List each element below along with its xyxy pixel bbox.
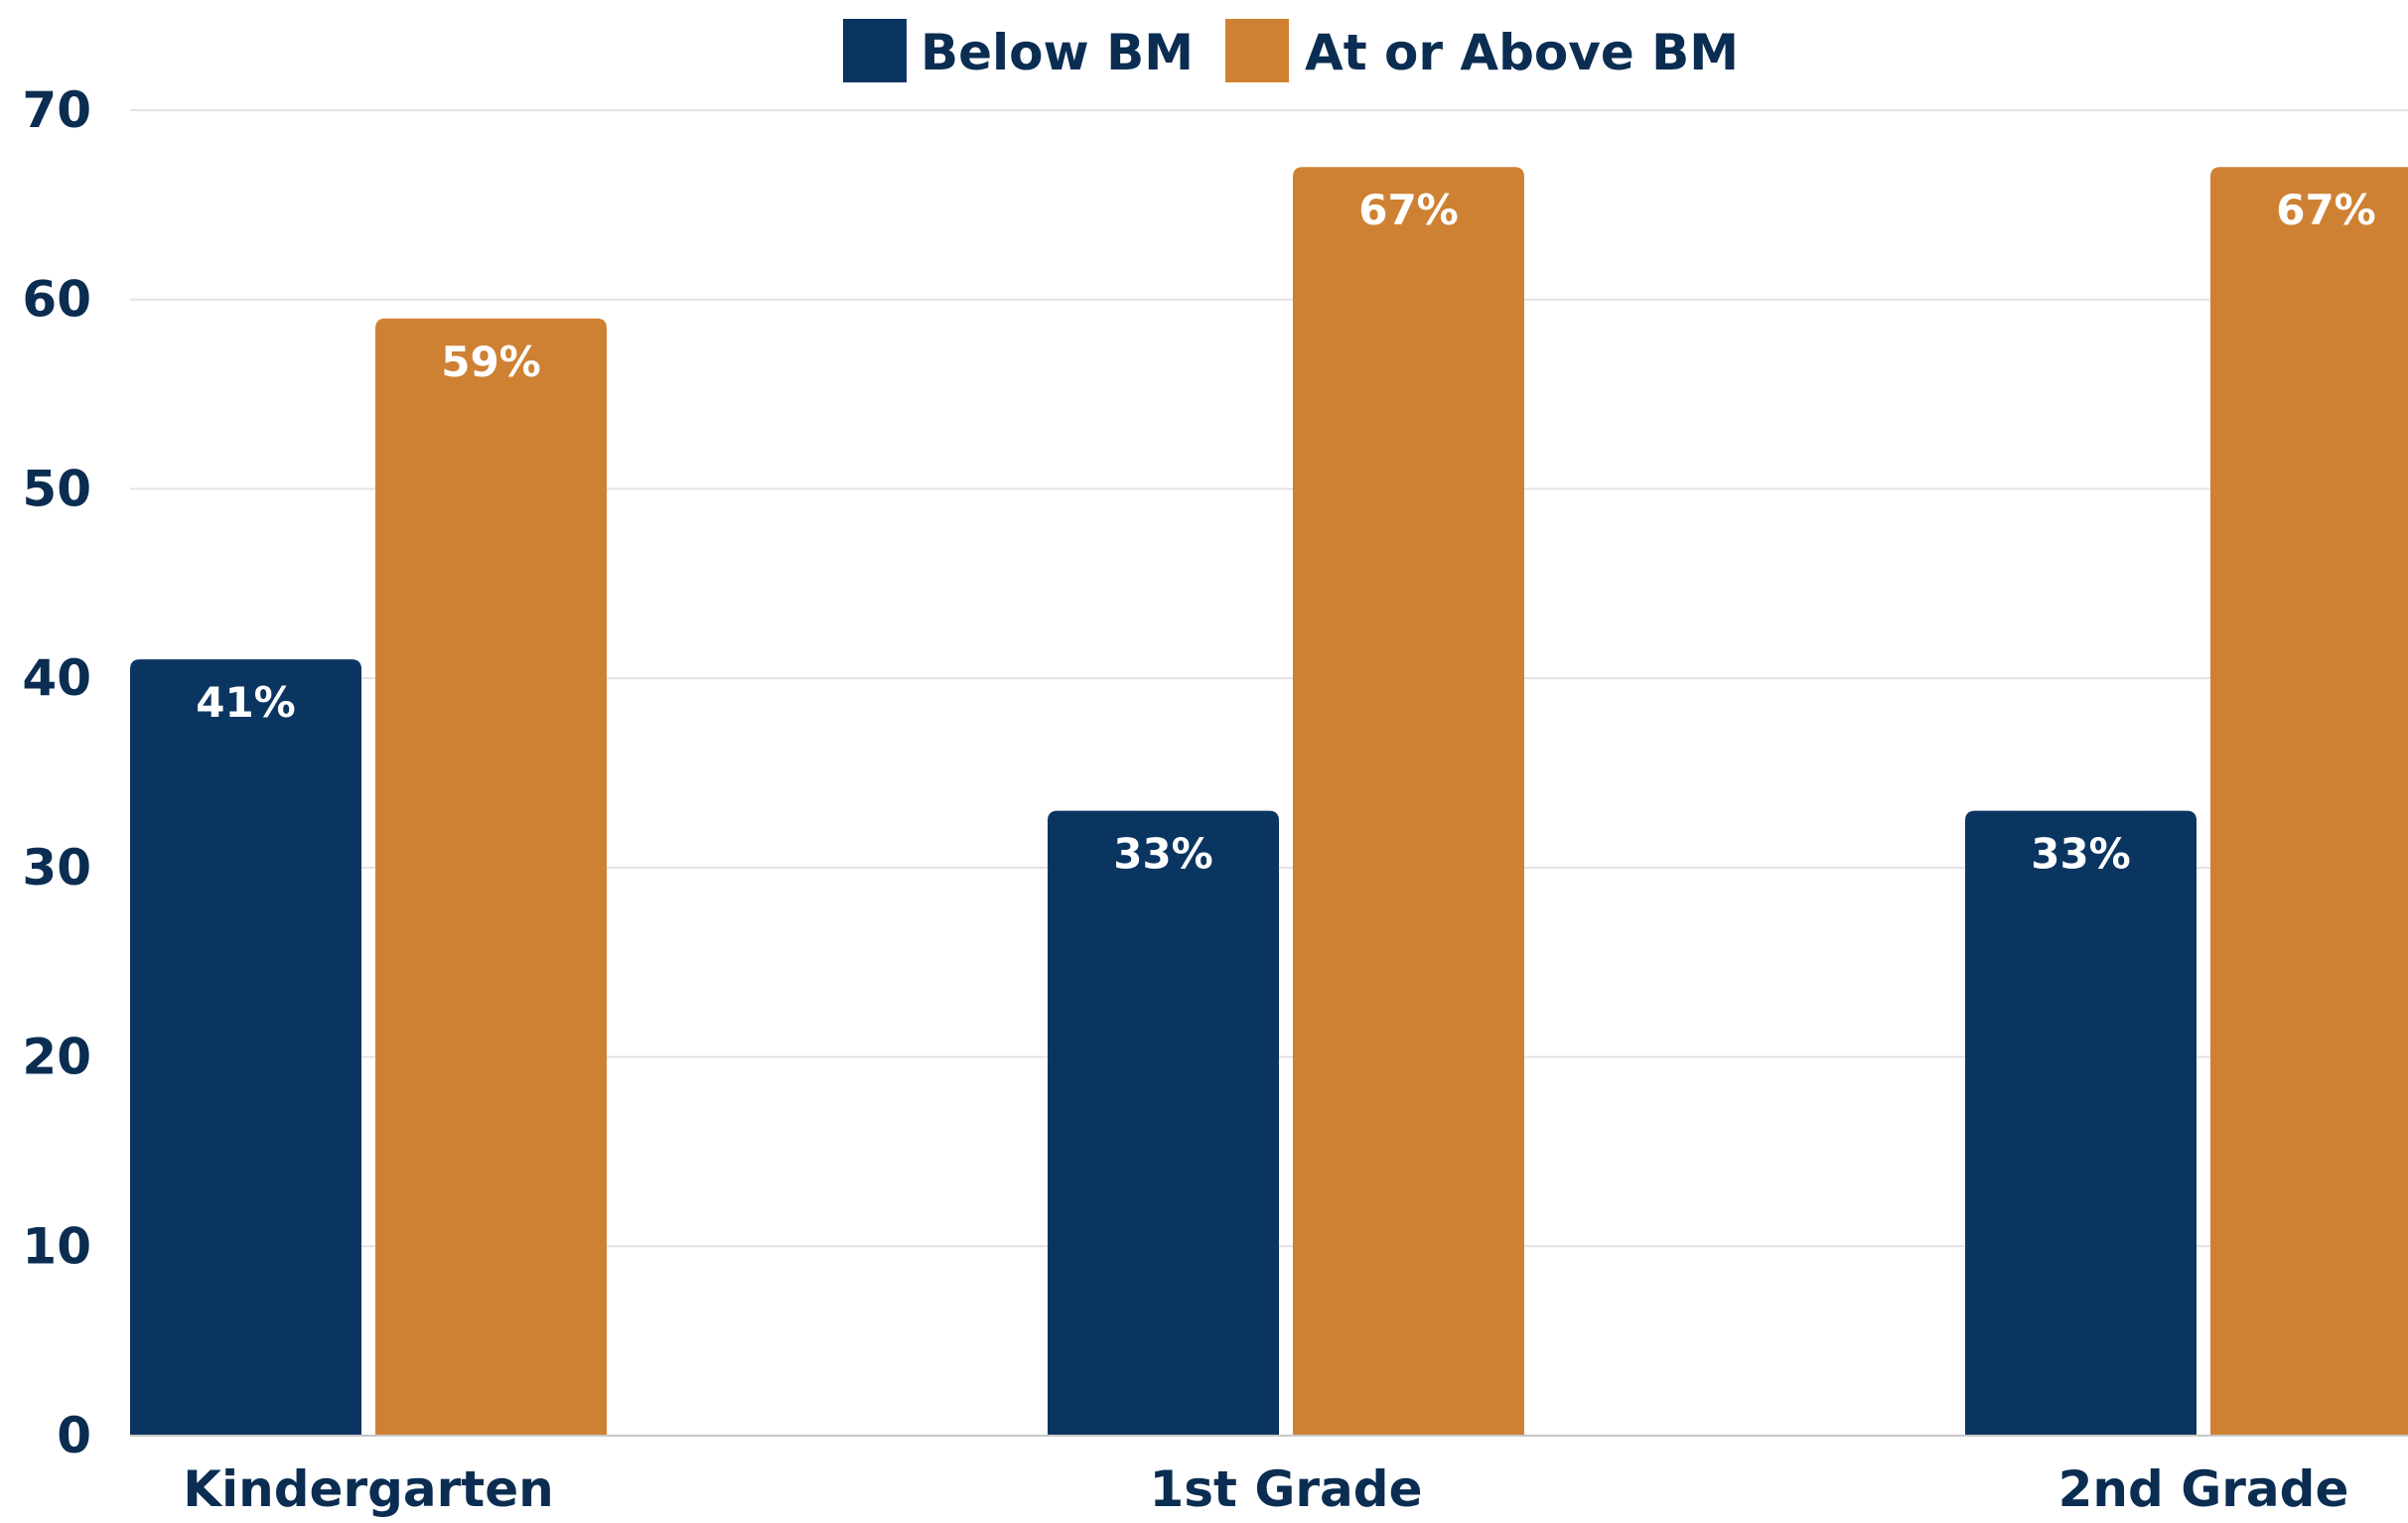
data-label-below-bm-1st-grade: 33% (1113, 830, 1213, 879)
data-label-below-bm-kindergarten: 41% (196, 678, 296, 727)
bars (130, 167, 2408, 1437)
y-tick-label-50: 50 (22, 460, 91, 517)
legend-swatch-at-or-above-bm (1225, 19, 1289, 82)
bar-at-or-above-bm-kindergarten (375, 318, 607, 1437)
y-tick-label-40: 40 (22, 649, 91, 707)
x-category-label-kindergarten: Kindergarten (183, 1460, 553, 1518)
data-labels: 41% 59% 33% 67% 33% 67% (196, 186, 2376, 878)
bar-below-bm-kindergarten (130, 659, 361, 1436)
legend: Below BM At or Above BM (843, 19, 1739, 82)
bar-below-bm-1st-grade (1048, 810, 1279, 1436)
y-tick-label-10: 10 (22, 1217, 91, 1275)
data-label-below-bm-2nd-grade: 33% (2031, 830, 2131, 879)
y-tick-label-0: 0 (57, 1407, 91, 1464)
y-tick-label-70: 70 (22, 81, 91, 139)
data-label-at-or-above-bm-2nd-grade: 67% (2276, 186, 2376, 234)
x-axis-category-labels: Kindergarten 1st Grade 2nd Grade (183, 1460, 2348, 1518)
y-axis-tick-labels: 0 10 20 30 40 50 60 70 (22, 81, 91, 1464)
x-category-label-1st-grade: 1st Grade (1150, 1460, 1423, 1518)
y-tick-label-20: 20 (22, 1029, 91, 1086)
bar-at-or-above-bm-2nd-grade (2210, 167, 2408, 1436)
bar-below-bm-2nd-grade (1965, 810, 2196, 1436)
legend-label-below-bm: Below BM (921, 24, 1194, 81)
bar-at-or-above-bm-1st-grade (1293, 167, 1524, 1437)
data-label-at-or-above-bm-1st-grade: 67% (1358, 186, 1459, 234)
x-category-label-2nd-grade: 2nd Grade (2058, 1460, 2349, 1518)
data-label-at-or-above-bm-kindergarten: 59% (441, 338, 541, 386)
legend-label-at-or-above-bm: At or Above BM (1305, 24, 1739, 81)
legend-swatch-below-bm (843, 19, 907, 82)
y-tick-label-30: 30 (22, 839, 91, 897)
y-tick-label-60: 60 (22, 271, 91, 329)
